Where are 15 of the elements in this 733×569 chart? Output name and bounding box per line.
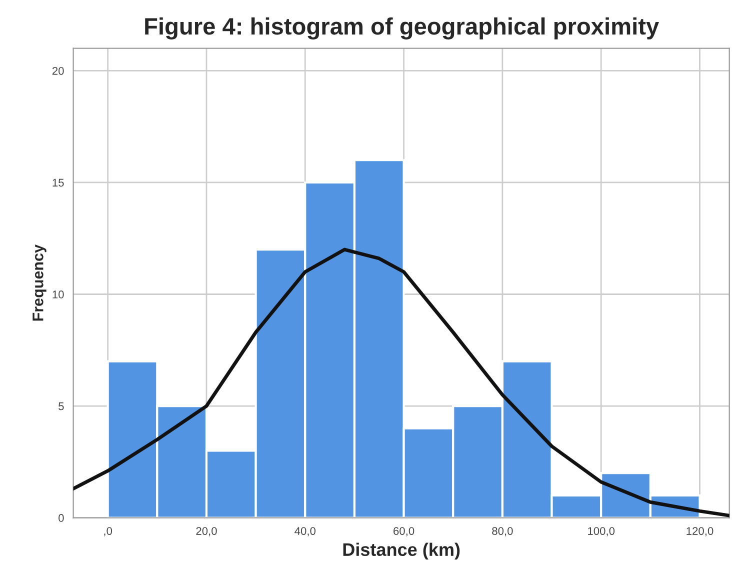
y-tick-label: 0 [58, 514, 64, 522]
x-tick-label: 60,0 [394, 527, 414, 536]
y-tick-label: 10 [52, 290, 64, 298]
y-tick-label: 15 [52, 178, 64, 187]
x-tick-label: 100,0 [588, 527, 615, 536]
y-axis-title: Frequency [32, 244, 46, 321]
x-tick-label: 80,0 [492, 527, 513, 536]
x-tick-label: 40,0 [294, 527, 316, 536]
x-axis-title: Distance (km) [343, 542, 460, 560]
x-tick-label: 120,0 [686, 527, 714, 536]
x-tick-label: 20,0 [196, 527, 217, 536]
y-tick-label: 20 [52, 66, 64, 75]
y-tick-label: 5 [58, 402, 64, 410]
x-tick-label: ,0 [104, 527, 112, 536]
chart-title: Figure 4: histogram of geographical proximity [145, 17, 659, 40]
